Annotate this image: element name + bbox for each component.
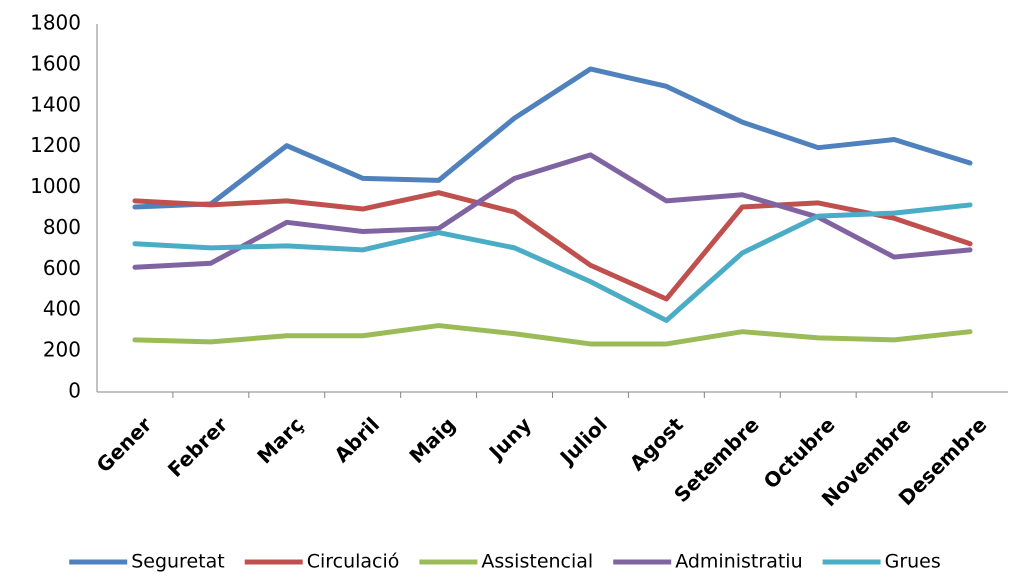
line-series [132,190,973,302]
x-tick-label: Maig [404,412,460,468]
y-tick-label: 1600 [30,51,81,75]
x-tick-label: Març [252,412,308,468]
y-tick-label: 0 [68,379,81,403]
legend-label: Seguretat [131,551,224,573]
y-tick-label: 1200 [30,133,81,157]
line-series [132,152,973,270]
y-tick-label: 1400 [30,92,81,116]
legend-label: Administratiu [675,551,802,573]
y-tick-label: 600 [43,256,81,280]
y-tick-label: 1000 [30,174,81,198]
line-series [132,323,973,347]
x-tick-label: Febrer [163,412,232,481]
legend-label: Circulació [307,551,400,573]
y-tick-label: 200 [43,338,81,362]
x-tick-label: Gener [92,412,157,477]
legend-label: Grues [885,551,941,573]
y-tick-label: 800 [43,215,81,239]
x-tick-label: Juliol [554,412,612,470]
line-series [132,66,973,210]
x-tick-label: Abril [329,412,384,467]
x-tick-label: Agost [625,412,688,475]
y-tick-label: 1800 [30,11,81,35]
line-series [132,202,973,323]
legend-label: Assistencial [481,551,593,573]
x-tick-label: Octubre [759,412,840,493]
x-tick-label: Juny [483,412,536,465]
y-tick-label: 400 [43,297,81,321]
